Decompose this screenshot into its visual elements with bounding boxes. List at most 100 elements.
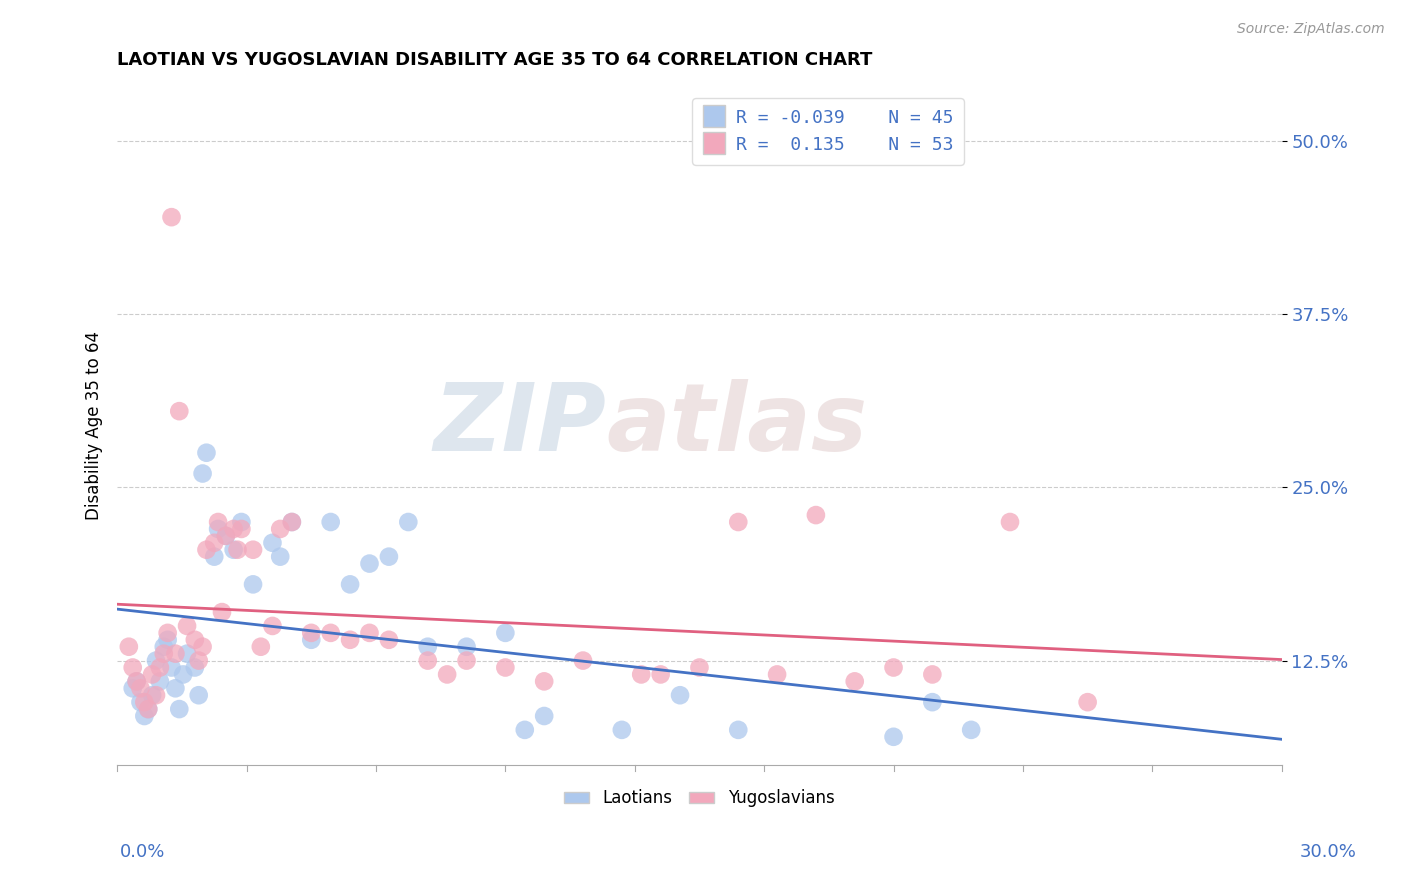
Point <box>211 605 233 619</box>
Point <box>141 667 163 681</box>
Text: atlas: atlas <box>606 379 868 471</box>
Point <box>156 632 179 647</box>
Point <box>160 660 183 674</box>
Point <box>195 446 218 460</box>
Point <box>262 619 284 633</box>
Point <box>156 625 179 640</box>
Point <box>883 730 905 744</box>
Legend: Laotians, Yugoslavians: Laotians, Yugoslavians <box>558 782 841 814</box>
Point <box>125 674 148 689</box>
Point <box>165 647 187 661</box>
Point <box>202 549 225 564</box>
Point <box>222 522 245 536</box>
Point <box>921 695 943 709</box>
Point <box>202 536 225 550</box>
Point <box>844 674 866 689</box>
Point <box>242 542 264 557</box>
Point <box>319 515 342 529</box>
Point <box>215 529 238 543</box>
Point <box>149 674 172 689</box>
Point <box>242 577 264 591</box>
Point <box>172 667 194 681</box>
Point <box>299 632 322 647</box>
Point <box>281 515 304 529</box>
Point <box>176 647 198 661</box>
Point <box>231 522 253 536</box>
Point <box>319 625 342 640</box>
Point <box>226 542 249 557</box>
Point <box>187 688 209 702</box>
Point <box>456 654 478 668</box>
Point <box>359 557 381 571</box>
Point <box>533 709 555 723</box>
Point <box>378 549 401 564</box>
Text: 0.0%: 0.0% <box>120 843 165 861</box>
Point <box>727 723 749 737</box>
Point <box>231 515 253 529</box>
Point <box>129 681 152 696</box>
Point <box>513 723 536 737</box>
Point <box>152 640 174 654</box>
Point <box>396 515 419 529</box>
Point <box>269 549 291 564</box>
Point <box>494 660 516 674</box>
Point <box>250 640 273 654</box>
Text: LAOTIAN VS YUGOSLAVIAN DISABILITY AGE 35 TO 64 CORRELATION CHART: LAOTIAN VS YUGOSLAVIAN DISABILITY AGE 35… <box>117 51 873 69</box>
Point <box>572 654 595 668</box>
Point <box>176 619 198 633</box>
Point <box>359 625 381 640</box>
Point <box>610 723 633 737</box>
Point <box>998 515 1021 529</box>
Point <box>650 667 672 681</box>
Point <box>191 640 214 654</box>
Point <box>184 632 207 647</box>
Point <box>436 667 458 681</box>
Point <box>378 632 401 647</box>
Point <box>136 702 159 716</box>
Point <box>883 660 905 674</box>
Point <box>191 467 214 481</box>
Point <box>960 723 983 737</box>
Point <box>281 515 304 529</box>
Point <box>129 695 152 709</box>
Point <box>222 542 245 557</box>
Point <box>207 515 229 529</box>
Point <box>630 667 652 681</box>
Point <box>145 654 167 668</box>
Point <box>533 674 555 689</box>
Point <box>169 404 191 418</box>
Point <box>299 625 322 640</box>
Text: Source: ZipAtlas.com: Source: ZipAtlas.com <box>1237 22 1385 37</box>
Point <box>207 522 229 536</box>
Point <box>134 709 156 723</box>
Point <box>125 674 148 689</box>
Point <box>669 688 692 702</box>
Point <box>184 660 207 674</box>
Point <box>121 681 143 696</box>
Point <box>152 647 174 661</box>
Point <box>118 640 141 654</box>
Y-axis label: Disability Age 35 to 64: Disability Age 35 to 64 <box>86 331 103 519</box>
Point <box>339 577 361 591</box>
Text: ZIP: ZIP <box>433 379 606 471</box>
Point <box>804 508 827 522</box>
Point <box>134 695 156 709</box>
Point <box>456 640 478 654</box>
Point <box>136 702 159 716</box>
Point <box>149 660 172 674</box>
Point <box>215 529 238 543</box>
Point <box>727 515 749 529</box>
Point <box>269 522 291 536</box>
Point <box>121 660 143 674</box>
Point <box>921 667 943 681</box>
Point <box>416 640 439 654</box>
Point <box>195 542 218 557</box>
Point <box>145 688 167 702</box>
Point <box>165 681 187 696</box>
Point <box>339 632 361 647</box>
Point <box>416 654 439 668</box>
Point <box>187 654 209 668</box>
Point <box>262 536 284 550</box>
Point <box>688 660 710 674</box>
Point <box>494 625 516 640</box>
